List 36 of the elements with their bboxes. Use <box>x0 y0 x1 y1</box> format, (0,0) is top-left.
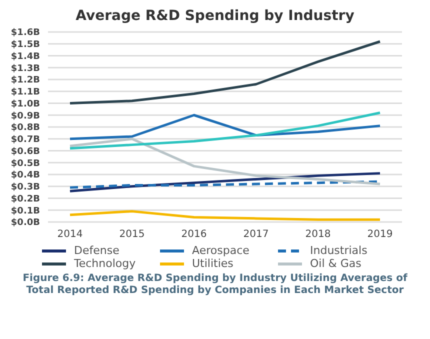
y-tick-label: $1.6B <box>10 28 40 38</box>
y-tick-label: $1.0B <box>10 99 40 110</box>
legend-label: Oil & Gas <box>310 257 362 270</box>
legend-label: Defense <box>74 244 120 257</box>
line-series <box>68 112 382 150</box>
y-tick-label: $1.2B <box>10 76 40 86</box>
legend-label: Aerospace <box>192 244 250 257</box>
x-tick-label: 2016 <box>181 229 207 240</box>
caption: Figure 6.9: Average R&D Spending by Industry Utilizing Averages of Total Reported R&D Spending by Companies in Each Market Sector <box>22 273 408 297</box>
x-tick-label: 2017 <box>243 229 269 240</box>
y-tick-label: $0.1B <box>10 206 40 216</box>
legend-label: Industrials <box>310 244 368 257</box>
y-tick-label: $0.6B <box>10 146 40 157</box>
y-tick-label: $1.1B <box>10 88 40 98</box>
y-tick-label: $0.7B <box>10 135 40 146</box>
x-tick-label: 2019 <box>367 229 393 240</box>
x-tick-label: 2014 <box>57 229 83 240</box>
y-tick-label: $0.9B <box>10 111 40 122</box>
x-tick-label: 2015 <box>119 229 145 240</box>
y-tick-label: $1.3B <box>10 64 40 74</box>
line-series <box>68 210 382 221</box>
y-tick-label: $0.2B <box>10 194 40 204</box>
x-tick-label: 2018 <box>305 229 331 240</box>
legend-label: Technology <box>74 257 136 270</box>
line-series <box>68 40 382 104</box>
y-tick-label: $0.5B <box>10 158 40 169</box>
y-tick-label: $0.0B <box>10 218 40 228</box>
line-series <box>68 138 382 186</box>
line-series <box>68 114 382 140</box>
y-tick-label: $0.8B <box>10 123 40 134</box>
y-tick-label: $1.5B <box>10 40 40 50</box>
legend-label: Utilities <box>192 257 234 270</box>
y-tick-label: $1.4B <box>10 52 40 62</box>
y-tick-label: $0.3B <box>10 182 40 193</box>
chart-title: Average R&D Spending by Industry <box>74 8 356 24</box>
y-tick-label: $0.4B <box>10 170 40 181</box>
